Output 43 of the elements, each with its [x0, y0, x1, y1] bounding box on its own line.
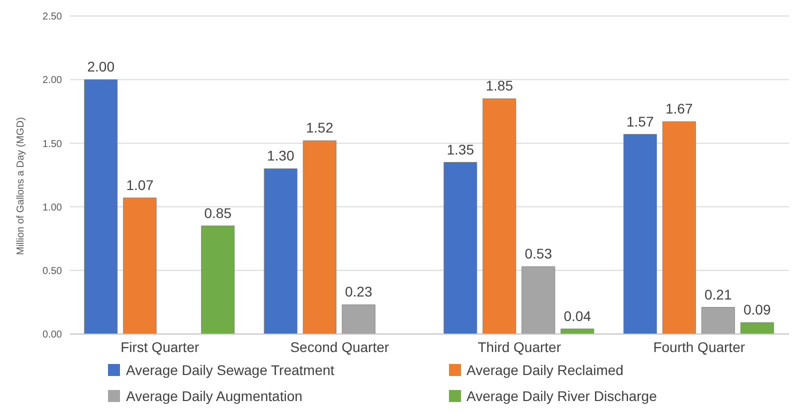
bar [201, 226, 235, 334]
bar [623, 134, 657, 334]
data-label: 0.09 [744, 302, 771, 318]
data-label: 1.52 [306, 120, 334, 136]
y-tick-label: 2.50 [42, 12, 62, 23]
data-label: 1.85 [486, 78, 514, 94]
legend-label: Average Daily Augmentation [126, 388, 302, 404]
bar [84, 79, 118, 334]
bar [522, 266, 556, 334]
x-tick-label: Second Quarter [290, 338, 390, 355]
bar [302, 140, 336, 334]
x-tick-label: First Quarter [120, 338, 200, 355]
x-tick-label: Third Quarter [478, 338, 562, 355]
y-tick-label: 0.50 [42, 266, 62, 277]
bar [342, 304, 376, 334]
bar [701, 307, 735, 334]
data-label: 1.67 [666, 100, 693, 117]
y-tick-label: 1.00 [42, 202, 62, 214]
bar [740, 322, 774, 334]
data-label: 0.04 [564, 308, 592, 324]
y-tick-label: 2.00 [42, 75, 62, 86]
bar [662, 121, 696, 334]
bar [560, 328, 594, 334]
bar [123, 198, 157, 334]
bar [482, 98, 516, 334]
data-label: 1.35 [446, 141, 474, 158]
x-tick-label: Fourth Quarter [653, 338, 746, 355]
data-label: 0.85 [204, 204, 232, 221]
y-tick-label: 0.00 [42, 330, 62, 341]
legend-label: Average Daily Reclaimed [466, 362, 624, 378]
bar [444, 162, 478, 334]
data-label: 1.57 [626, 113, 654, 130]
data-label: 1.07 [126, 176, 154, 193]
legend-label: Average Daily Sewage Treatment [126, 362, 334, 378]
y-tick-label: 1.50 [42, 138, 62, 150]
data-label: 2.00 [87, 58, 115, 75]
data-label: 1.30 [267, 148, 294, 164]
data-label: 0.23 [345, 284, 372, 300]
y-axis-title: Million of Gallons a Day (MGD) [16, 117, 27, 255]
legend-label: Average Daily River Discharge [466, 388, 657, 404]
data-label: 0.21 [704, 286, 732, 302]
bar [264, 168, 298, 334]
data-label: 0.53 [524, 246, 552, 262]
